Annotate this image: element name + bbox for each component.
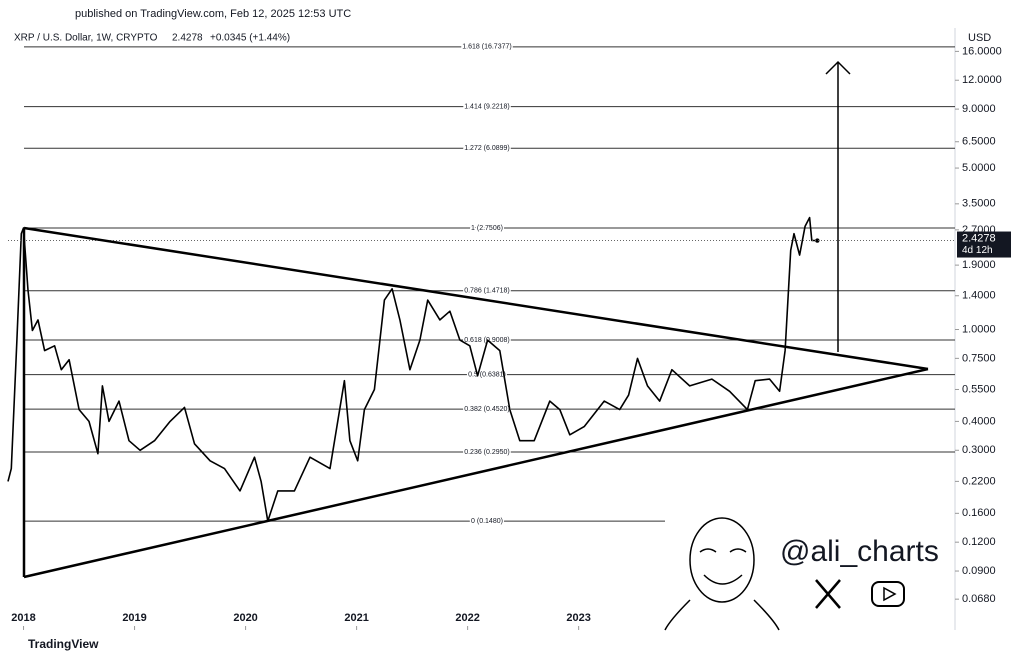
last-point [815,238,820,243]
y-tick-label: 9.0000 [962,103,996,115]
y-tick-label: 0.1600 [962,507,996,519]
youtube-logo [871,581,905,607]
fib-label: 1.618 (16.7377) [462,44,511,51]
price-tag [957,231,1011,258]
y-tick-label: 0.4000 [962,415,996,427]
y-tick-label: 1.0000 [962,323,996,335]
y-tick-label: 0.3000 [962,444,996,456]
x-tick-label: 2019 [122,612,146,624]
y-tick-label: 0.2200 [962,475,996,487]
x-tick-label: 2020 [233,612,257,624]
published-note: published on TradingView.com, Feb 12, 20… [75,8,351,20]
y-tick-label: 16.0000 [962,45,1002,57]
y-tick-label: 1.9000 [962,259,996,271]
x-tick-label: 2021 [344,612,368,624]
x-logo [815,579,841,609]
y-tick-label: 0.7500 [962,352,996,364]
footer-brand: TradingView [28,637,99,651]
fib-label: 1 (2.7506) [471,225,503,232]
y-tick-label: 3.5000 [962,198,996,210]
unit-label: USD [968,32,991,44]
avatar-sketch [664,517,780,631]
y-tick-label: 0.5500 [962,383,996,395]
header-change: +0.0345 (+1.44%) [210,33,290,44]
y-tick-label: 5.0000 [962,162,996,174]
fib-label: 1.272 (6.0899) [464,145,510,152]
fib-label: 0.382 (0.4520) [464,406,510,413]
y-tick-label: 0.0680 [962,593,996,605]
plot-area: 0.0680 0.0900 0.1200 0.1600 0.2200 0.3000 0.40… [7,42,1011,630]
y-tick-label: 12.0000 [962,74,1002,86]
x-tick-label: 2022 [455,612,479,624]
lower-trendline [23,367,929,579]
fib-label: 0.5 (0.6381) [468,371,506,378]
price-tag-value: 2.4278 [962,232,996,244]
watermark: @ali_charts [780,535,939,568]
unit-box [958,28,1008,46]
x-tick-label: 2023 [566,612,590,624]
fib-label: 1.414 (9.2218) [464,103,510,110]
upper-trendline [23,226,929,371]
y-tick-label: 0.1200 [962,536,996,548]
x-tick-label: 2018 [11,612,35,624]
fib-label: 0.236 (0.2950) [464,449,510,456]
symbol: XRP / U.S. Dollar, 1W, CRYPTO [14,33,158,44]
y-tick-label: 0.0900 [962,565,996,577]
header-price: 2.4278 [172,33,203,44]
fib-label: 0 (0.1480) [471,518,503,525]
fib-label: 0.786 (1.4718) [464,288,510,295]
y-tick-label: 6.5000 [962,136,996,148]
price-tag-countdown: 4d 12h [962,245,993,256]
arrow-head [825,60,851,75]
price-line [7,216,818,522]
y-tick-label: 1.4000 [962,290,996,302]
